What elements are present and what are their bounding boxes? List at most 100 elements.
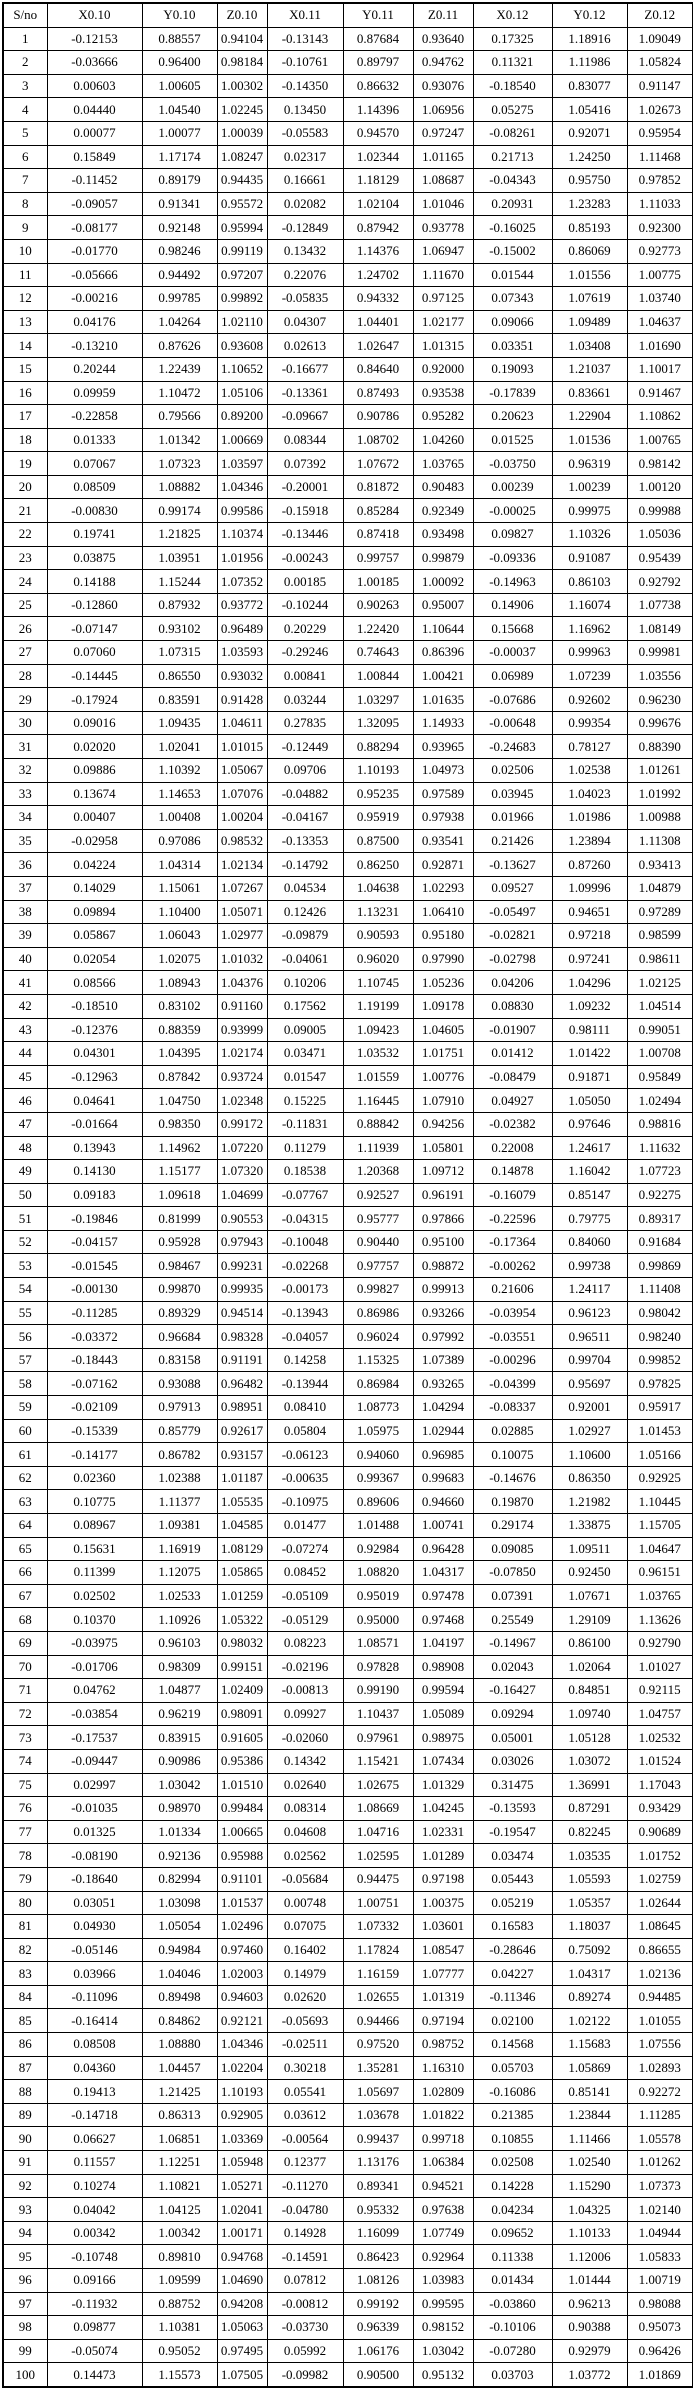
value-cell: 0.97520 [342, 2032, 414, 2057]
value-cell: 0.97961 [342, 1725, 414, 1750]
value-cell: 1.02064 [551, 1654, 628, 1680]
row-serial: 93 [2, 2197, 48, 2222]
value-cell: 0.95132 [412, 2362, 474, 2388]
value-cell: 0.92121 [216, 2008, 268, 2034]
value-cell: -0.12153 [46, 26, 143, 52]
value-cell: -0.09447 [46, 1748, 143, 1774]
table-row: 78 -0.08190 0.92136 0.95988 0.02562 1.02595 1.… [2, 1843, 693, 1868]
row-serial: 68 [2, 1607, 48, 1632]
value-cell: 0.97198 [412, 1866, 474, 1892]
value-cell: -0.19846 [46, 1206, 143, 1231]
value-cell: 1.05416 [551, 97, 628, 122]
value-cell: 0.91087 [551, 545, 628, 571]
value-cell: 0.11338 [472, 2244, 553, 2269]
value-cell: 1.04296 [551, 970, 628, 995]
value-cell: 0.84060 [551, 1229, 628, 1255]
value-cell: 0.02317 [266, 144, 344, 170]
table-row: 30 0.09016 1.09435 1.04611 0.27835 1.32095 1.1… [2, 710, 693, 736]
value-cell: 1.01342 [141, 427, 218, 453]
value-cell: 0.11321 [472, 50, 553, 75]
table-row: 46 0.04641 1.04750 1.02348 0.15225 1.16445 1.0… [2, 1088, 693, 1113]
value-cell: 1.09511 [551, 1536, 628, 1562]
value-cell: 0.08509 [46, 474, 143, 500]
value-cell: 0.04762 [46, 1678, 143, 1703]
value-cell: 0.14473 [46, 2362, 143, 2388]
value-cell: 0.90263 [342, 592, 414, 618]
value-cell: 1.07352 [216, 569, 268, 594]
table-row: 26 -0.07147 0.93102 0.96489 0.20229 1.22420 1.… [2, 616, 693, 642]
table-row: 97 -0.11932 0.88752 0.94208 -0.00812 0.99192 0… [2, 2291, 693, 2317]
value-cell: 1.07556 [626, 2032, 693, 2057]
value-cell: 1.04346 [216, 2032, 268, 2057]
value-cell: 0.93413 [626, 852, 693, 877]
table-body: 1 -0.12153 0.88557 0.94104 -0.13143 0.87684 0.… [2, 26, 693, 2388]
row-serial: 25 [2, 592, 48, 618]
value-cell: -0.03975 [46, 1630, 143, 1656]
value-cell: 1.03983 [412, 2268, 474, 2293]
value-cell: 0.86655 [626, 1937, 693, 1963]
value-cell: 0.95439 [626, 545, 693, 571]
value-cell: 1.04611 [216, 710, 268, 736]
value-cell: 1.00751 [342, 1890, 414, 1916]
value-cell: -0.07162 [46, 1371, 143, 1397]
value-cell: 0.95000 [342, 1607, 414, 1632]
value-cell: 1.01422 [551, 1041, 628, 1066]
value-cell: 0.97866 [412, 1206, 474, 1231]
column-header-z0-10: Z0.10 [216, 2, 268, 28]
row-serial: 82 [2, 1937, 48, 1963]
value-cell: 1.04605 [412, 1017, 474, 1043]
value-cell: 1.07323 [141, 451, 218, 476]
value-cell: 1.10472 [141, 380, 218, 406]
value-cell: 1.01046 [412, 191, 474, 217]
value-cell: 1.03042 [412, 2338, 474, 2364]
value-cell: 1.14376 [342, 238, 414, 264]
value-cell: 0.98532 [216, 828, 268, 854]
row-serial: 33 [2, 781, 48, 807]
value-cell: 1.04879 [626, 875, 693, 901]
value-cell: 0.87842 [141, 1064, 218, 1090]
value-cell: 0.01966 [472, 805, 553, 830]
row-serial: 96 [2, 2268, 48, 2293]
value-cell: 1.05071 [216, 899, 268, 925]
table-row: 9 -0.08177 0.92148 0.95994 -0.12849 0.87942 0.… [2, 215, 693, 240]
row-serial: 71 [2, 1678, 48, 1703]
value-cell: 1.10600 [551, 1442, 628, 1467]
value-cell: 0.98091 [216, 1701, 268, 1727]
value-cell: 0.96428 [412, 1536, 474, 1562]
value-cell: 0.84640 [342, 356, 414, 382]
value-cell: 1.02125 [626, 970, 693, 995]
value-cell: 0.89498 [141, 1984, 218, 2010]
value-cell: 1.23283 [551, 191, 628, 217]
value-cell: 1.07910 [412, 1088, 474, 1113]
row-serial: 62 [2, 1465, 48, 1491]
table-row: 86 0.08508 1.08880 1.04346 -0.02511 0.97520 0.… [2, 2032, 693, 2057]
value-cell: 1.01187 [216, 1465, 268, 1491]
value-cell: 0.90500 [342, 2362, 414, 2388]
row-serial: 51 [2, 1206, 48, 1231]
value-cell: 1.02673 [626, 97, 693, 122]
table-row: 71 0.04762 1.04877 1.02409 -0.00813 0.99190 0.… [2, 1678, 693, 1703]
value-cell: -0.04780 [266, 2197, 344, 2222]
row-serial: 27 [2, 640, 48, 665]
value-cell: -0.02821 [472, 923, 553, 948]
value-cell: 0.94332 [342, 286, 414, 311]
value-cell: 0.97757 [342, 1253, 414, 1279]
value-cell: -0.03860 [472, 2291, 553, 2317]
value-cell: 1.02532 [626, 1725, 693, 1750]
table-row: 80 0.03051 1.03098 1.01537 0.00748 1.00751 1.0… [2, 1890, 693, 1916]
value-cell: -0.19547 [472, 1819, 553, 1845]
value-cell: 0.04227 [472, 1961, 553, 1986]
value-cell: 1.06043 [141, 923, 218, 948]
value-cell: 0.99913 [412, 1277, 474, 1302]
value-cell: 1.02809 [412, 2079, 474, 2104]
row-serial: 57 [2, 1347, 48, 1373]
value-cell: 0.93429 [626, 1796, 693, 1821]
value-cell: 0.93538 [412, 380, 474, 406]
value-cell: 1.01752 [626, 1843, 693, 1868]
value-cell: 1.04514 [626, 993, 693, 1019]
value-cell: 1.24117 [551, 1277, 628, 1302]
value-cell: 0.91341 [141, 191, 218, 217]
value-cell: 0.94492 [141, 262, 218, 288]
value-cell: 0.89329 [141, 1300, 218, 1326]
value-cell: -0.02798 [472, 946, 553, 972]
